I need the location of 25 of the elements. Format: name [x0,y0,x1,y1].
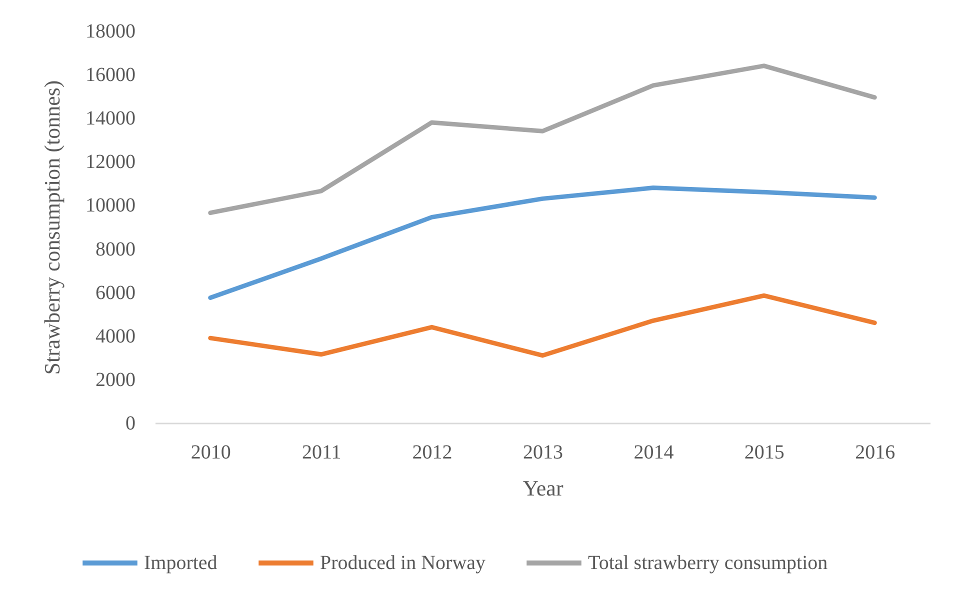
y-tick-label: 14000 [86,108,136,130]
y-tick-label: 18000 [86,20,136,42]
y-axis-title: Strawberry consumption (tonnes) [40,80,64,375]
y-tick-label: 8000 [96,238,136,260]
y-tick-label: 2000 [96,368,136,391]
x-tick-label: 2013 [523,442,563,464]
legend-label: Imported [144,552,218,574]
line-series [208,64,877,216]
x-axis-title: Year [522,476,564,500]
x-tick-label: 2011 [302,442,342,464]
y-tick-label: 10000 [86,194,136,217]
y-tick-label: 12000 [86,151,136,174]
y-tick-label: 0 [126,412,136,434]
y-tick-label: 4000 [96,325,136,348]
x-tick-label: 2016 [855,442,896,464]
legend-label: Produced in Norway [320,552,486,574]
y-tick-label: 16000 [86,64,136,86]
x-tick-label: 2015 [744,442,784,464]
x-tick-label: 2012 [412,442,452,464]
x-tick-label: 2014 [634,442,674,464]
legend-label: Total strawberry consumption [588,552,828,574]
line-series [208,293,877,358]
x-tick-label: 2010 [190,442,231,464]
line-series [208,186,877,300]
y-tick-label: 6000 [96,282,136,304]
